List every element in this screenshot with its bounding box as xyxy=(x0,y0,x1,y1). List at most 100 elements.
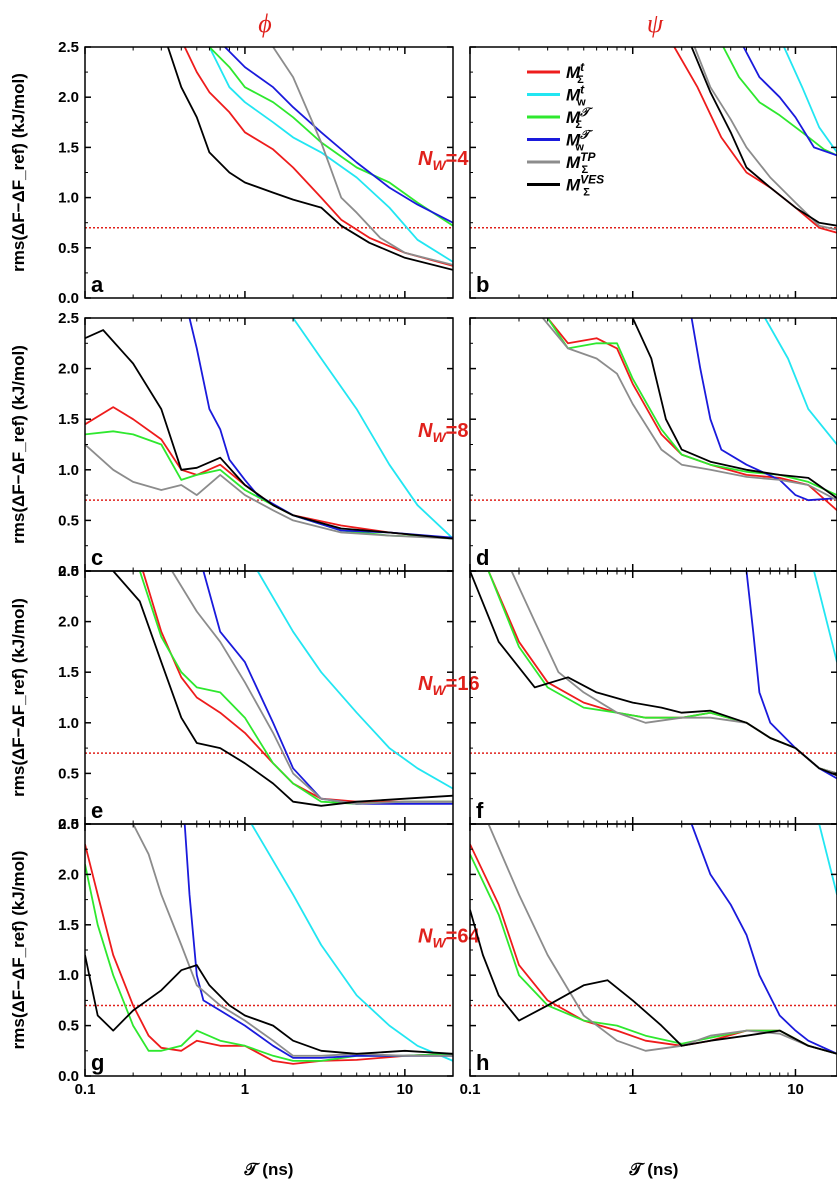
x-axis-title: 𝒯 (ns) xyxy=(244,1160,294,1179)
series-line-MT_sigma xyxy=(208,47,453,227)
x-tick-label: 1 xyxy=(241,1081,249,1098)
series-line-Mt_w xyxy=(292,318,453,540)
y-tick-label: 1.0 xyxy=(58,462,79,479)
panel-f: f xyxy=(469,570,837,825)
panel-b: b xyxy=(469,46,837,299)
y-axis-titles: rms(ΔF−ΔF_ref) (kJ/mol) rms(ΔF−ΔF_ref) (k… xyxy=(9,73,28,1049)
series-line-MVES_sigma xyxy=(470,909,837,1055)
column-title-psi: ψ xyxy=(647,9,664,38)
nw-label: NW=4 xyxy=(418,148,469,173)
panel-letter: f xyxy=(476,798,484,823)
panel-letter: g xyxy=(91,1050,104,1075)
series-line-MT_w xyxy=(188,318,453,539)
y-tick-label: 2.5 xyxy=(58,563,79,580)
series-line-Mt_sigma xyxy=(85,843,453,1065)
plot-frame xyxy=(469,317,837,572)
panel-letter: c xyxy=(91,545,103,570)
series-group xyxy=(85,318,453,540)
y-tick-label: 0.0 xyxy=(58,563,79,580)
legend-label-MTP_sigma: MTP Σ xyxy=(566,150,597,176)
panel-e: 0.0 0.5 1.0 1.5 2.0 2.5 e NW=16 xyxy=(58,563,479,833)
series-line-MTP_sigma xyxy=(487,824,837,1055)
y-tick-label: 0.5 xyxy=(58,1018,79,1035)
series-line-MVES_sigma xyxy=(85,954,453,1055)
series-line-Mt_sigma xyxy=(470,843,837,1055)
series-line-MTP_sigma xyxy=(132,824,453,1057)
x-tick-label: 0.1 xyxy=(460,1081,481,1098)
series-line-MTP_sigma xyxy=(171,571,453,805)
series-group xyxy=(470,824,837,1055)
series-line-MTP_sigma xyxy=(510,571,837,775)
series-line-MVES_sigma xyxy=(631,318,837,499)
y-tick-label: 2.0 xyxy=(58,89,79,106)
y-tick-label: 0.5 xyxy=(58,512,79,529)
nw-label: NW=64 xyxy=(418,925,480,950)
y-tick-label: 1.5 xyxy=(58,664,79,681)
series-line-MTP_sigma xyxy=(272,47,453,266)
y-tick-label: 1.0 xyxy=(58,190,79,207)
series-line-Mt_sigma xyxy=(142,571,453,803)
y-tick-label: 2.5 xyxy=(58,39,79,56)
nw-label: NW=8 xyxy=(418,420,468,445)
series-line-MTP_sigma xyxy=(693,47,837,231)
series-line-MT_sigma xyxy=(546,318,837,496)
x-tick-label: 10 xyxy=(397,1081,414,1098)
plot-frame xyxy=(469,46,837,299)
series-line-MVES_sigma xyxy=(85,329,453,540)
series-group xyxy=(167,47,453,271)
panel-letter: b xyxy=(476,272,489,297)
y-tick-label: 0.0 xyxy=(58,1068,79,1085)
legend-label-Mt_w: Mt w xyxy=(566,83,586,109)
y-tick-label: 1.5 xyxy=(58,139,79,156)
y-tick-label: 2.0 xyxy=(58,866,79,883)
y-tick-label: 2.5 xyxy=(58,816,79,833)
series-group xyxy=(112,571,453,807)
panel-h: 0.1 1 10 h xyxy=(460,823,837,1098)
x-tick-label: 1 xyxy=(629,1081,637,1098)
series-line-Mt_w xyxy=(250,824,453,1062)
panel-d: d xyxy=(469,317,837,572)
y-axis-title: rms(ΔF−ΔF_ref) (kJ/mol) xyxy=(9,598,28,797)
panel-letter: a xyxy=(91,272,104,297)
plot-frame xyxy=(84,570,454,825)
y-axis-title: rms(ΔF−ΔF_ref) (kJ/mol) xyxy=(9,851,28,1050)
series-line-Mt_sigma xyxy=(673,47,837,234)
x-axis-title: 𝒯 (ns) xyxy=(629,1160,679,1179)
series-group xyxy=(470,571,837,780)
panel-letter: e xyxy=(91,798,103,823)
series-line-Mt_w xyxy=(208,47,453,263)
panel-c: 0.0 0.5 1.0 1.5 2.0 2.5 c NW=8 xyxy=(58,310,468,580)
plot-frame xyxy=(469,570,837,825)
panel-g: 0.0 0.5 1.0 1.5 2.0 2.5 0.1 1 10 g NW=64 xyxy=(58,816,480,1098)
y-tick-label: 1.5 xyxy=(58,917,79,934)
series-line-MT_sigma xyxy=(722,47,837,157)
y-tick-label: 2.0 xyxy=(58,361,79,378)
x-tick-label: 10 xyxy=(787,1081,804,1098)
series-line-Mt_sigma xyxy=(183,47,453,267)
y-tick-label: 1.5 xyxy=(58,411,79,428)
y-tick-label: 0.0 xyxy=(58,816,79,833)
nw-label: NW=16 xyxy=(418,673,480,698)
column-title-phi: ϕ xyxy=(258,9,271,38)
y-tick-label: 0.5 xyxy=(58,240,79,257)
series-line-MVES_sigma xyxy=(112,571,453,807)
series-line-Mt_w xyxy=(783,47,837,153)
series-line-MT_sigma xyxy=(85,864,453,1062)
panels: 0.0 0.5 1.0 1.5 2.0 2.5 a NW=4 b 0.0 0.5 1.0 1.5 2.0 2… xyxy=(58,39,837,1098)
panel-a: 0.0 0.5 1.0 1.5 2.0 2.5 a NW=4 xyxy=(58,39,469,307)
series-group xyxy=(542,318,837,511)
y-tick-label: 0.0 xyxy=(58,290,79,307)
series-line-Mt_sigma xyxy=(85,406,453,540)
series-line-MVES_sigma xyxy=(470,571,837,777)
series-line-Mt_w xyxy=(818,824,837,895)
series-line-MTP_sigma xyxy=(85,443,453,540)
series-line-MT_w xyxy=(183,824,453,1059)
series-line-MT_w xyxy=(202,571,453,805)
x-tick-label: 0.1 xyxy=(75,1081,96,1098)
series-line-MVES_sigma xyxy=(167,47,453,271)
y-tick-label: 1.0 xyxy=(58,967,79,984)
series-line-Mt_sigma xyxy=(546,318,837,511)
series-group xyxy=(673,47,837,234)
y-tick-label: 2.0 xyxy=(58,614,79,631)
